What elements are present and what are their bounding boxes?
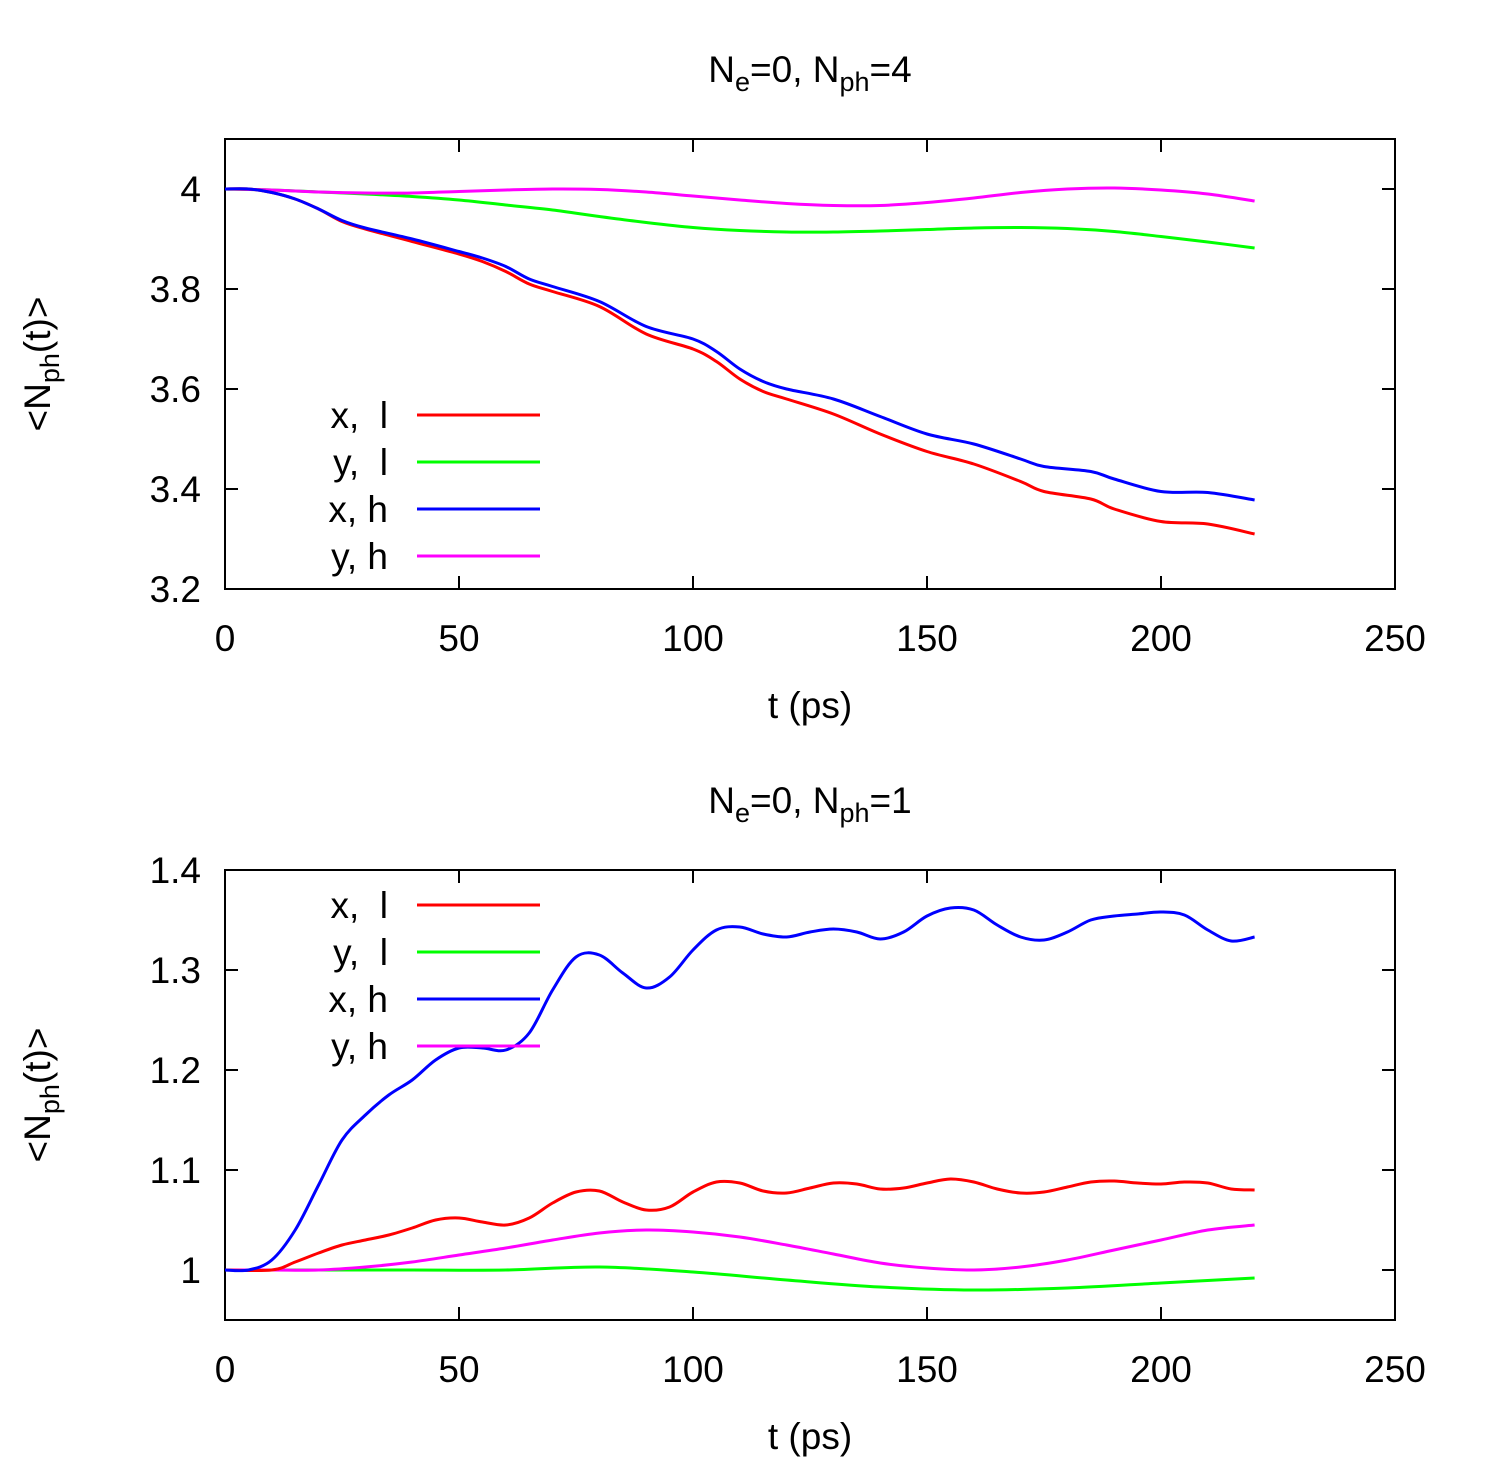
legend-label: x, h xyxy=(328,979,388,1020)
legend-label: y, h xyxy=(331,1026,388,1067)
chart-title: Ne=0, Nph=4 xyxy=(708,49,911,97)
x-tick-label: 100 xyxy=(662,618,724,659)
legend-label: y, h xyxy=(331,536,388,577)
y-tick-label: 1 xyxy=(180,1250,201,1291)
series-line-yl xyxy=(225,1265,1255,1292)
x-tick-label: 200 xyxy=(1130,1349,1192,1390)
y-tick-label: 1.4 xyxy=(150,850,201,891)
legend-label: y, l xyxy=(333,932,388,973)
x-tick-label: 250 xyxy=(1364,1349,1426,1390)
x-tick-label: 0 xyxy=(215,618,236,659)
series-line-xh xyxy=(225,905,1255,1273)
y-label-subscript: ph xyxy=(35,1084,65,1114)
x-tick-label: 150 xyxy=(896,618,958,659)
x-axis-label: t (ps) xyxy=(768,1416,852,1457)
x-tick-label: 150 xyxy=(896,1349,958,1390)
y-tick-label: 3.2 xyxy=(150,569,201,610)
x-axis-label: t (ps) xyxy=(768,685,852,726)
x-tick-label: 250 xyxy=(1364,618,1426,659)
title-subscript: ph xyxy=(840,67,870,97)
title-subscript: ph xyxy=(840,798,870,828)
legend-label: x, l xyxy=(330,395,388,436)
title-subscript: e xyxy=(735,798,750,828)
chart-title: Ne=0, Nph=1 xyxy=(708,780,911,828)
title-subscript: e xyxy=(735,67,750,97)
x-tick-label: 50 xyxy=(438,1349,479,1390)
y-tick-label: 3.4 xyxy=(150,469,201,510)
y-label-subscript: ph xyxy=(35,353,65,383)
series-line-yh xyxy=(225,186,1255,208)
y-label-text: <N xyxy=(17,1114,58,1162)
series-line-xl xyxy=(225,1177,1255,1273)
title-text: =1 xyxy=(870,780,912,821)
y-tick-label: 1.1 xyxy=(150,1150,201,1191)
title-text: N xyxy=(708,780,735,821)
y-tick-label: 1.2 xyxy=(150,1050,201,1091)
y-tick-label: 4 xyxy=(180,169,201,210)
title-text: =0, N xyxy=(750,49,839,90)
legend-label: y, l xyxy=(333,442,388,483)
y-tick-label: 1.3 xyxy=(150,950,201,991)
y-tick-label: 3.6 xyxy=(150,369,201,410)
y-axis-label: <Nph(t)> xyxy=(17,1028,65,1163)
y-label-text: (t)> xyxy=(17,297,58,354)
x-tick-label: 200 xyxy=(1130,618,1192,659)
title-text: =0, N xyxy=(750,780,839,821)
x-tick-label: 50 xyxy=(438,618,479,659)
series-line-xh xyxy=(225,187,1255,502)
y-label-text: <N xyxy=(17,383,58,431)
y-axis-label: <Nph(t)> xyxy=(17,297,65,432)
legend-label: x, l xyxy=(330,885,388,926)
plot-frame xyxy=(224,138,1396,590)
legend-label: x, h xyxy=(328,489,388,530)
x-tick-label: 100 xyxy=(662,1349,724,1390)
title-text: N xyxy=(708,49,735,90)
title-text: =4 xyxy=(870,49,912,90)
series-line-yl xyxy=(225,187,1255,250)
y-label-text: (t)> xyxy=(17,1028,58,1085)
y-tick-label: 3.8 xyxy=(150,269,201,310)
plot-frame xyxy=(224,869,1396,1321)
x-tick-label: 0 xyxy=(215,1349,236,1390)
series-line-yh xyxy=(225,1223,1255,1272)
